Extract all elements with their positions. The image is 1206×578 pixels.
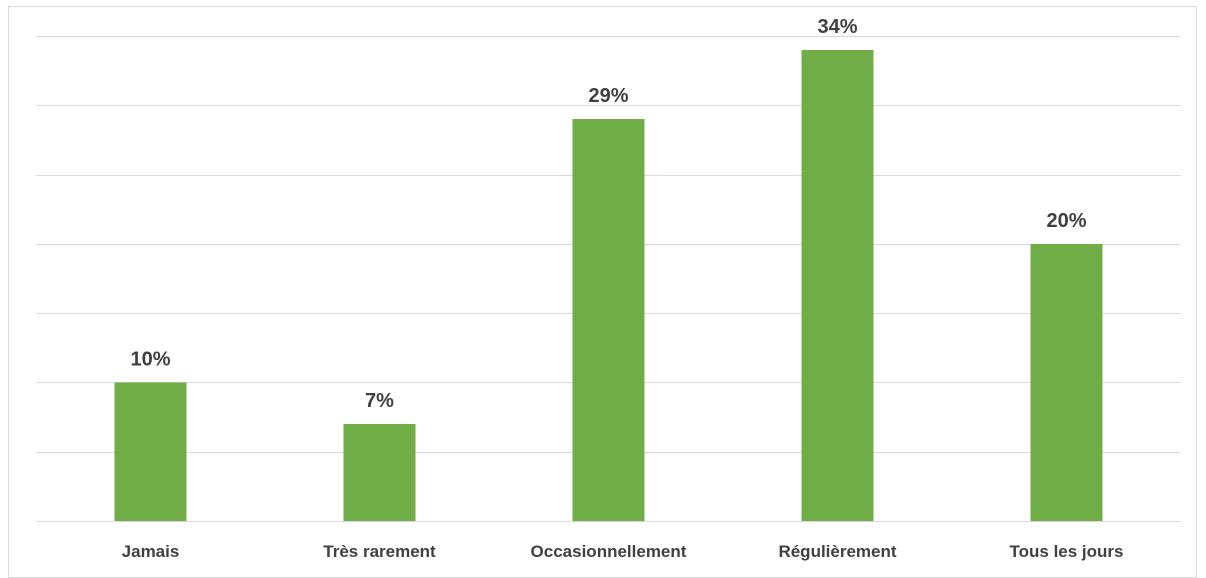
data-label: 7%	[365, 390, 394, 412]
bar	[343, 424, 416, 521]
data-labels: 10% 7% 29% 34% 20%	[130, 16, 1086, 412]
data-label: 20%	[1046, 210, 1086, 232]
category-label: Tous les jours	[1010, 542, 1124, 561]
data-label: 34%	[817, 16, 857, 38]
data-label: 29%	[588, 85, 628, 107]
category-label: Régulièrement	[778, 542, 896, 561]
data-label: 10%	[130, 348, 170, 370]
category-label: Très rarement	[323, 542, 436, 561]
category-label: Occasionnellement	[531, 542, 687, 561]
category-labels: Jamais Très rarement Occasionnellement Régu…	[122, 542, 1124, 561]
bar	[114, 382, 187, 521]
bars	[114, 49, 1103, 522]
bar	[572, 119, 645, 522]
bar	[801, 49, 874, 521]
category-label: Jamais	[122, 542, 180, 561]
bar	[1030, 243, 1103, 521]
